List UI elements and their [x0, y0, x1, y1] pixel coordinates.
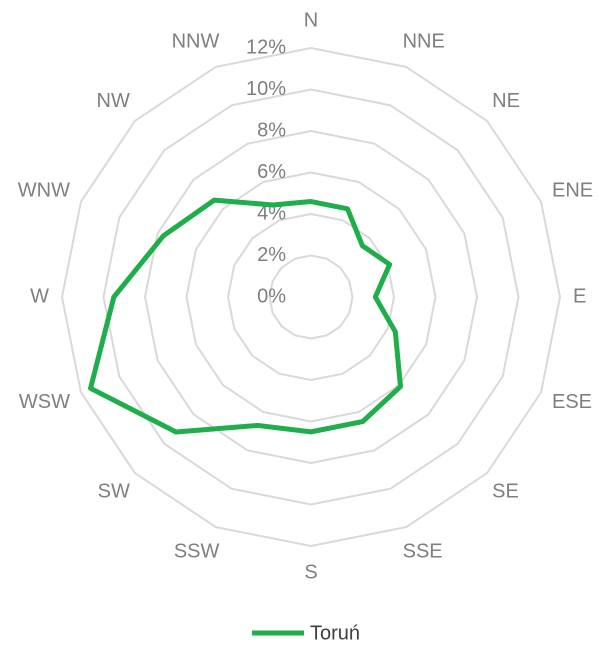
grid-ring — [268, 254, 354, 340]
grid-ring — [226, 212, 396, 382]
r-tick-label: 12% — [246, 36, 286, 58]
r-tick-label: 4% — [257, 202, 286, 224]
category-label: W — [30, 285, 49, 307]
grid-ring — [102, 88, 520, 506]
r-tick-label: 10% — [246, 78, 286, 100]
r-tick-label: 8% — [257, 119, 286, 141]
r-tick-label: 0% — [257, 285, 286, 307]
category-label: WSW — [19, 391, 70, 413]
legend-label: Toruń — [310, 622, 360, 644]
grid-ring — [143, 129, 479, 465]
category-label: N — [304, 9, 318, 31]
category-label: NNE — [403, 30, 445, 52]
category-label: NNW — [172, 30, 220, 52]
category-label: WNW — [18, 180, 70, 202]
category-label: SE — [492, 480, 519, 502]
category-label: NE — [492, 90, 520, 112]
category-label: NW — [97, 90, 130, 112]
series-line — [88, 197, 404, 435]
category-label: SSW — [174, 540, 220, 562]
r-tick-label: 6% — [257, 161, 286, 183]
grid-ring — [60, 46, 562, 548]
category-label: ESE — [552, 391, 592, 413]
r-tick-label: 2% — [257, 244, 286, 266]
category-label: ENE — [552, 180, 593, 202]
category-label: E — [573, 285, 586, 307]
category-label: S — [304, 561, 317, 583]
category-label: SSE — [403, 540, 443, 562]
category-label: SW — [98, 480, 130, 502]
grid-ring — [185, 171, 437, 423]
